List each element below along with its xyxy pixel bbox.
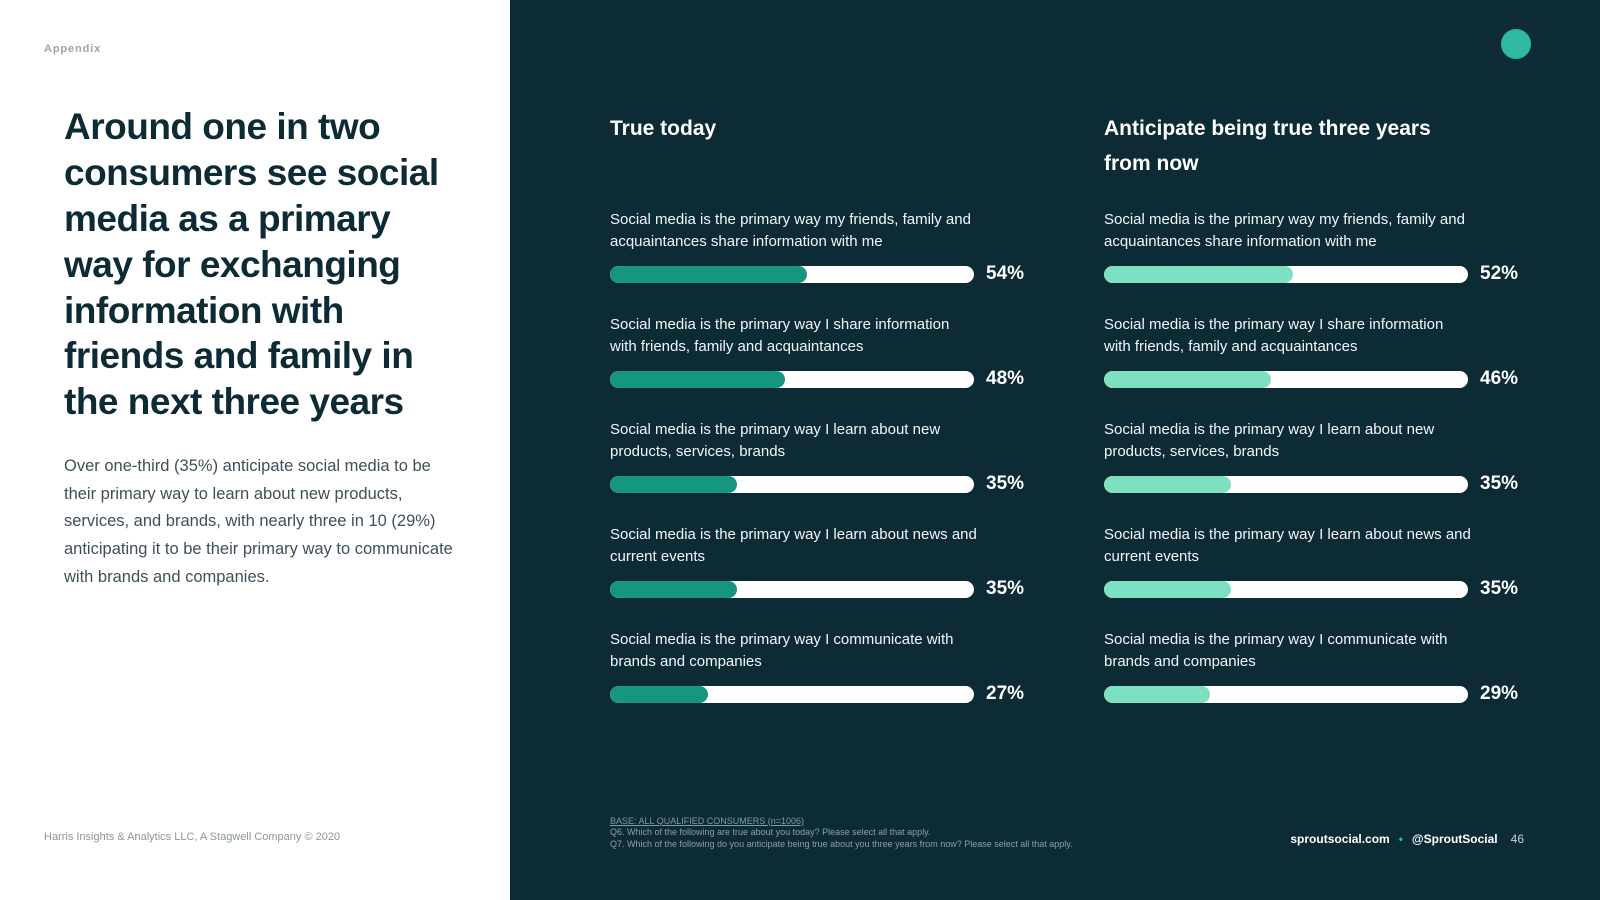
footer-right: sproutsocial.com • @SproutSocial 46 [1290, 832, 1524, 846]
chart-area: True today Social media is the primary w… [610, 112, 1520, 734]
bar-label: Social media is the primary way my frien… [1104, 211, 1465, 250]
chart-row: Social media is the primary way my frien… [610, 209, 1026, 285]
chart-column-anticipate-three-years: Anticipate being true three years from n… [1104, 112, 1520, 734]
column-title: True today [610, 117, 717, 140]
bar-value: 46% [1480, 368, 1519, 389]
section-label: Appendix [44, 43, 102, 55]
bar-value: 27% [986, 683, 1025, 704]
footnote-base: BASE: ALL QUALIFIED CONSUMERS (n=1006) [610, 815, 804, 826]
bar-fill [610, 580, 738, 598]
chart-row: Social media is the primary way my frien… [1104, 209, 1520, 285]
chart-panel: True today Social media is the primary w… [510, 0, 1600, 900]
bar-fill [610, 265, 807, 283]
bar-track [610, 685, 974, 703]
bar-track [610, 580, 974, 598]
bar-label: Social media is the primary way I learn … [610, 526, 977, 565]
footnote-q7: Q7. Which of the following do you antici… [610, 838, 1073, 849]
source-attribution: Harris Insights & Analytics LLC, A Stagw… [44, 831, 341, 843]
footer-site: sproutsocial.com [1290, 832, 1390, 846]
bar-label: Social media is the primary way I learn … [610, 421, 941, 460]
bar-value: 35% [986, 473, 1025, 494]
page-number: 46 [1510, 832, 1524, 846]
bar-fill [1104, 370, 1272, 388]
chart-row: Social media is the primary way I learn … [1104, 524, 1520, 600]
chart-row: Social media is the primary way I share … [1104, 314, 1520, 390]
chart-row: Social media is the primary way I learn … [610, 419, 1026, 495]
bar-track [610, 475, 974, 493]
bar-value: 48% [986, 368, 1025, 389]
bar-fill [1104, 265, 1294, 283]
footnote-q6: Q6. Which of the following are true abou… [610, 827, 931, 837]
bar-value: 29% [1480, 683, 1519, 704]
bar-value: 52% [1480, 263, 1519, 284]
bar-value: 35% [1480, 473, 1519, 494]
bar-label: Social media is the primary way I learn … [1104, 421, 1435, 460]
bar-label: Social media is the primary way I share … [1104, 316, 1444, 355]
bar-fill [1104, 685, 1210, 703]
chart-row: Social media is the primary way I share … [610, 314, 1026, 390]
bar-value: 54% [986, 263, 1025, 284]
chart-row: Social media is the primary way I learn … [1104, 419, 1520, 495]
bar-track [1104, 580, 1468, 598]
footer-separator: • [1398, 832, 1403, 846]
footnotes: BASE: ALL QUALIFIED CONSUMERS (n=1006) Q… [610, 816, 1073, 851]
bar-label: Social media is the primary way I learn … [1104, 526, 1471, 565]
bar-fill [1104, 475, 1232, 493]
bar-fill [610, 475, 738, 493]
bar-label: Social media is the primary way I commun… [1104, 631, 1448, 670]
bar-track [610, 265, 974, 283]
bar-track [610, 370, 974, 388]
chart-row: Social media is the primary way I learn … [610, 524, 1026, 600]
chart-row: Social media is the primary way I commun… [1104, 629, 1520, 705]
bar-label: Social media is the primary way my frien… [610, 211, 971, 250]
left-text-panel: Appendix Around one in two consumers see… [0, 0, 510, 900]
bar-value: 35% [1480, 578, 1519, 599]
bar-fill [610, 370, 785, 388]
footer-handle: @SproutSocial [1411, 832, 1498, 846]
bar-track [1104, 475, 1468, 493]
bar-fill [1104, 580, 1232, 598]
column-title: Anticipate being true three years from n… [1104, 117, 1431, 175]
sprout-social-logo-icon [1501, 29, 1531, 59]
chart-column-true-today: True today Social media is the primary w… [610, 112, 1026, 734]
slide-heading: Around one in two consumers see social m… [64, 106, 439, 423]
bar-fill [610, 685, 709, 703]
bar-label: Social media is the primary way I share … [610, 316, 950, 355]
slide-body-text: Over one-third (35%) anticipate social m… [64, 457, 453, 586]
chart-row: Social media is the primary way I commun… [610, 629, 1026, 705]
bar-track [1104, 265, 1468, 283]
bar-track [1104, 370, 1468, 388]
bar-track [1104, 685, 1468, 703]
bar-value: 35% [986, 578, 1025, 599]
bar-label: Social media is the primary way I commun… [610, 631, 954, 670]
